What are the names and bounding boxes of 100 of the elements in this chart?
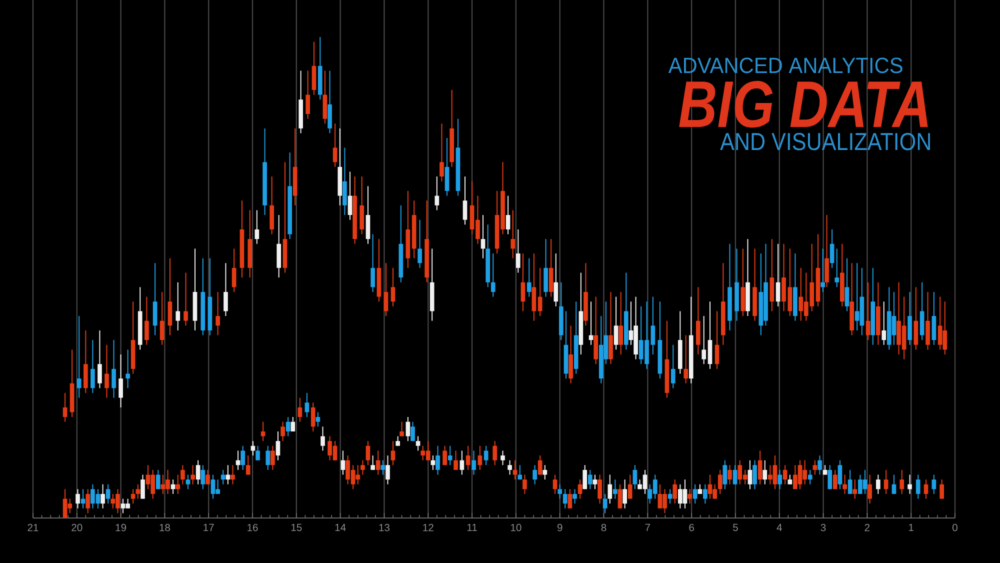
candlestick <box>310 402 316 432</box>
candlestick <box>248 210 252 278</box>
candlestick <box>758 450 762 485</box>
candlestick <box>608 291 613 365</box>
candlestick <box>920 282 924 341</box>
candlestick <box>98 330 102 389</box>
candlestick <box>940 479 944 500</box>
candlestick <box>812 460 818 476</box>
candlestick <box>516 228 520 274</box>
candlestick <box>144 296 149 346</box>
candlestick <box>220 469 226 485</box>
candlestick <box>448 445 452 466</box>
x-tick-label: 2 <box>864 524 870 532</box>
candlestick <box>788 474 792 485</box>
candlestick <box>454 450 458 470</box>
candlestick <box>884 469 888 494</box>
candlestick <box>688 296 694 384</box>
x-tick-label: 4 <box>776 524 782 531</box>
candlestick <box>554 252 558 307</box>
candlestick <box>532 464 537 485</box>
candlestick <box>578 272 584 355</box>
candlestick <box>136 484 140 500</box>
candlestick <box>340 450 346 476</box>
candlestick <box>598 474 602 504</box>
candlestick <box>342 147 347 216</box>
candlestick <box>332 123 338 168</box>
x-tick-label: 0 <box>952 524 958 532</box>
candlestick <box>386 454 390 485</box>
candlestick <box>366 440 370 466</box>
candlestick <box>500 450 505 466</box>
text: BIG DATA <box>679 80 928 128</box>
candlestick <box>594 296 598 365</box>
candlestick <box>270 176 274 235</box>
candlestick <box>140 474 145 500</box>
candlestick <box>298 70 303 134</box>
candlestick <box>564 310 568 380</box>
candlestick <box>232 248 236 292</box>
candlestick <box>924 479 928 500</box>
candlestick <box>734 248 739 322</box>
candlestick <box>216 291 220 336</box>
candlestick <box>808 469 812 485</box>
candlestick <box>508 460 512 476</box>
candlestick <box>834 248 840 288</box>
candlestick <box>572 488 577 504</box>
candlestick <box>830 228 834 268</box>
candlestick <box>100 484 105 509</box>
candlestick <box>478 445 482 470</box>
x-tick-label: 14 <box>335 524 346 531</box>
candlestick <box>582 464 588 490</box>
candlestick <box>460 450 464 476</box>
candlestick <box>916 474 920 500</box>
candlestick <box>192 248 198 331</box>
candlestick <box>240 445 246 470</box>
candlestick <box>450 89 454 168</box>
candlestick <box>703 484 708 504</box>
candlestick <box>280 421 285 442</box>
candlestick <box>876 474 880 494</box>
candlestick <box>692 484 698 504</box>
candlestick <box>276 430 280 461</box>
candlestick <box>926 291 930 350</box>
candlestick <box>842 474 847 494</box>
candlestick <box>848 469 852 494</box>
candlestick <box>462 176 468 226</box>
candlestick <box>740 248 746 316</box>
candlestick <box>190 464 195 485</box>
x-tick-label: 1 <box>909 524 914 531</box>
candlestick <box>562 488 568 509</box>
candlestick <box>574 301 578 374</box>
candlestick <box>584 262 588 326</box>
candlestick <box>320 426 325 452</box>
candlestick <box>932 474 936 494</box>
candlestick <box>424 200 429 283</box>
x-tick-label: 12 <box>423 524 434 532</box>
candlestick <box>728 243 732 331</box>
candlestick <box>152 262 158 336</box>
candlestick <box>838 460 842 490</box>
candlestick <box>708 301 712 370</box>
candlestick <box>138 286 142 350</box>
candlestick <box>316 412 320 428</box>
candlestick <box>104 344 109 398</box>
candlestick <box>746 238 750 316</box>
candlestick <box>410 421 415 442</box>
candlestick <box>588 469 592 490</box>
candlestick <box>380 460 386 476</box>
candlestick <box>526 258 532 298</box>
candlestick <box>588 301 594 346</box>
candlestick <box>782 464 788 485</box>
candlestick <box>840 243 844 307</box>
candlestick <box>718 469 722 494</box>
candlestick <box>882 301 886 346</box>
candlestick <box>312 41 316 96</box>
candlestick <box>338 128 342 206</box>
x-tick-label: 19 <box>116 524 126 532</box>
candlestick <box>688 488 692 504</box>
candlestick <box>130 301 136 374</box>
candlestick <box>366 186 370 244</box>
candlestick <box>908 291 912 346</box>
candlestick <box>360 176 364 235</box>
candlestick <box>226 464 230 485</box>
candlestick <box>106 484 110 504</box>
